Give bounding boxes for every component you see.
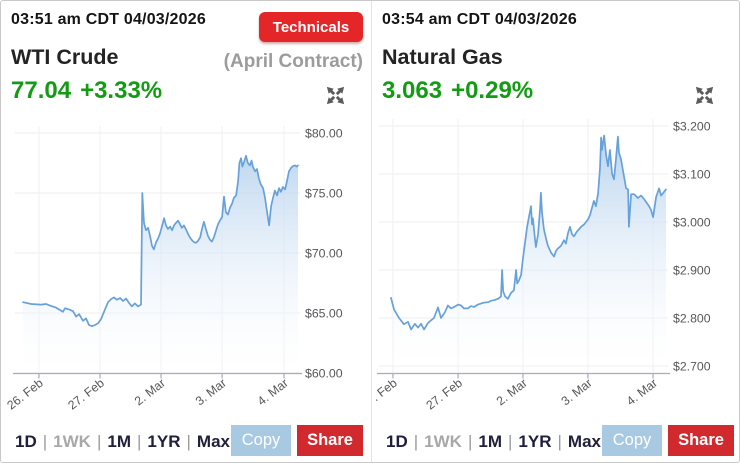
svg-text:4. Mar: 4. Mar [255,376,291,408]
range-1m[interactable]: 1M [107,432,131,451]
natural-gas-panel: 03:54 am CDT 04/03/2026 Natural Gas 3.06… [371,1,740,462]
copy-button[interactable]: Copy [602,425,662,456]
range-1yr[interactable]: 1YR [147,432,181,451]
svg-text:3. Mar: 3. Mar [193,376,229,408]
expand-icon[interactable] [324,84,347,107]
range-max[interactable]: Max [567,432,601,451]
technicals-button[interactable]: Technicals [259,12,363,42]
range-1wk[interactable]: 1WK [53,432,91,451]
natural-gas-price-chart[interactable]: $3.200 $3.100 $3.000 $2.900 $2.800 $2.700 . Fe… [372,114,740,424]
svg-text:27. Feb: 27. Feb [65,376,107,413]
svg-text:26. Feb: 26. Feb [4,376,46,413]
last-price: 77.04 [11,77,72,104]
commodity-title: Natural Gas [382,45,503,69]
range-separator: | [186,432,191,451]
svg-text:$2.900: $2.900 [673,263,711,277]
range-selector: 1D | 1WK | 1M | 1YR | Max [386,432,601,452]
range-separator: | [467,432,473,451]
change-percent: +0.29% [451,77,534,104]
svg-text:3. Mar: 3. Mar [559,376,595,408]
timestamp: 03:51 am CDT 04/03/2026 [11,11,206,28]
expand-icon[interactable] [693,84,716,107]
price-quote: 77.04 +3.33% [11,77,162,105]
contract-label: (April Contract) [223,51,363,72]
svg-text:$65.00: $65.00 [305,306,343,320]
range-selector: 1D | 1WK | 1M | 1YR | Max [15,432,230,452]
svg-text:$80.00: $80.00 [305,126,343,140]
svg-text:2. Mar: 2. Mar [132,376,168,408]
svg-text:2. Mar: 2. Mar [494,376,530,408]
last-price: 3.063 [382,77,443,104]
range-max[interactable]: Max [196,432,230,451]
svg-text:$2.700: $2.700 [673,359,711,373]
share-button[interactable]: Share [297,425,363,456]
range-separator: | [136,432,142,451]
range-separator: | [413,432,419,451]
price-quote: 3.063 +0.29% [382,77,533,105]
svg-text:$70.00: $70.00 [305,246,343,260]
range-1d[interactable]: 1D [15,432,37,451]
range-1wk[interactable]: 1WK [424,432,462,451]
svg-text:27. Feb: 27. Feb [423,376,465,413]
svg-text:$3.100: $3.100 [673,167,711,181]
timestamp: 03:54 am CDT 04/03/2026 [382,11,577,28]
commodity-title: WTI Crude [11,45,119,69]
change-percent: +3.33% [80,77,163,104]
copy-button[interactable]: Copy [231,425,291,456]
range-separator: | [96,432,102,451]
range-separator: | [507,432,513,451]
svg-text:$75.00: $75.00 [305,186,343,200]
share-button[interactable]: Share [668,425,734,456]
svg-text:. Feb: . Feb [372,376,400,404]
svg-text:$2.800: $2.800 [673,311,711,325]
svg-text:$60.00: $60.00 [305,366,343,380]
range-1d[interactable]: 1D [386,432,408,451]
wti-price-chart[interactable]: $80.00 $75.00 $70.00 $65.00 $60.00 26. Feb 27.… [1,114,371,424]
svg-text:4. Mar: 4. Mar [624,376,660,408]
range-separator: | [557,432,562,451]
range-1m[interactable]: 1M [478,432,502,451]
range-separator: | [42,432,48,451]
svg-text:$3.200: $3.200 [673,119,711,133]
wti-crude-panel: 03:51 am CDT 04/03/2026 Technicals WTI C… [1,1,371,462]
svg-text:$3.000: $3.000 [673,215,711,229]
range-1yr[interactable]: 1YR [518,432,552,451]
